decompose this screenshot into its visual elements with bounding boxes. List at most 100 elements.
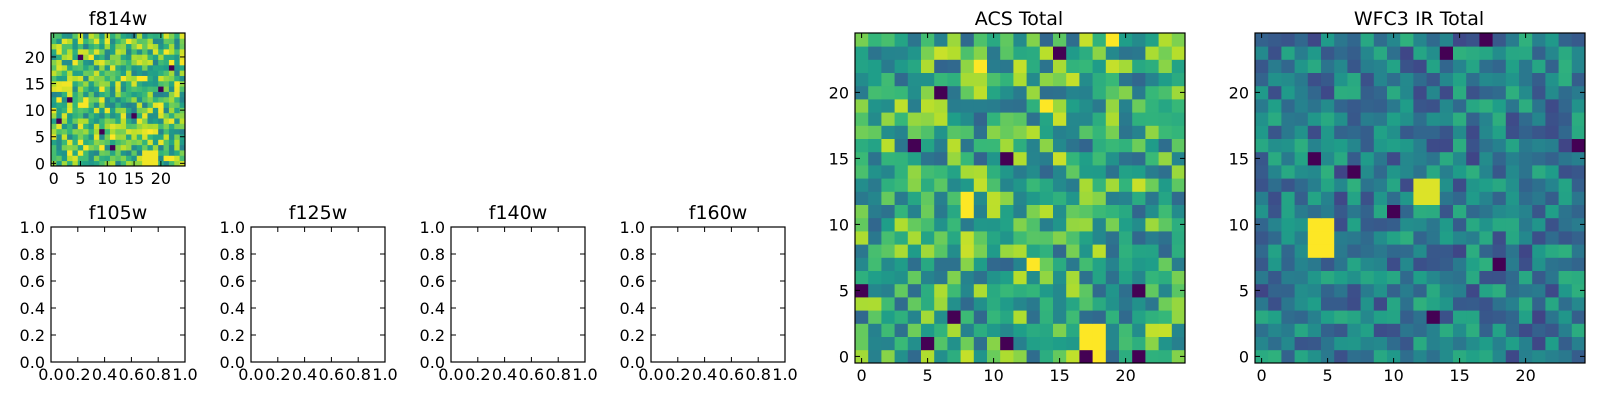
heatmap-cell [1347,283,1361,298]
heatmap-cell [1505,125,1520,139]
heatmap-cell [1545,72,1559,87]
heatmap-cell [1119,217,1133,232]
heatmap-cell [158,80,164,87]
heatmap-cell [881,33,895,47]
panel-f140w: f140w 0.0 0.2 0.4 0.6 0.8 1.00.00.20.40.60.81… [420,202,598,384]
heatmap-cell [894,323,909,337]
heatmap-cell [51,144,57,151]
heatmap-cell [174,160,181,167]
heatmap-cell [1505,297,1520,311]
heatmap-cell [163,150,170,156]
heatmap-cell [1571,59,1586,73]
heatmap-cell [987,297,1001,311]
heatmap-cell [1158,99,1173,113]
heatmap-cell [855,257,869,271]
heatmap-cell [120,107,127,114]
heatmap-cell [1158,165,1173,179]
heatmap-cell [1307,151,1322,166]
heatmap-cell [1053,323,1067,337]
heatmap-cell [152,139,159,146]
heatmap-cell [104,123,111,130]
heatmap-cell [67,80,73,87]
heatmap-cell [921,125,935,139]
heatmap-cell [131,38,138,45]
heatmap-cell [1373,310,1388,324]
heatmap-cell [934,125,948,139]
heatmap-cell [88,118,95,124]
heatmap-cell [56,96,63,103]
heatmap-cell [1255,165,1269,179]
heatmap-cell [947,165,961,179]
heatmap-cell [1347,270,1361,285]
heatmap-cell [136,38,143,45]
heatmap-cell [1307,85,1322,100]
heatmap-cell [1255,349,1269,364]
heatmap-cell [168,107,175,114]
heatmap-cell [894,297,909,311]
heatmap-cell [1360,244,1375,258]
heatmap-cell [131,43,138,50]
heatmap-cell [1321,59,1335,73]
heatmap-cell [1571,283,1586,298]
heatmap-cell [72,134,79,140]
heatmap-cell [1334,283,1348,298]
heatmap-cell [1519,59,1533,73]
heatmap-cell [1479,231,1493,245]
heatmap-cell [163,75,170,82]
heatmap-cell [1360,270,1375,285]
heatmap-cell [1558,46,1573,60]
x-tick-label: 15 [124,169,144,188]
heatmap-cell [1439,46,1454,60]
y-tick-label: 0.8 [420,245,445,264]
heatmap-cell [1387,270,1401,285]
heatmap-cell [1453,59,1467,73]
heatmap-cell [1387,217,1401,232]
heatmap-cell [1360,336,1375,351]
heatmap-cell [67,123,73,130]
heatmap-cell [93,107,100,114]
heatmap-cell [1105,204,1120,219]
heatmap-cell [109,75,116,82]
heatmap-cell [1466,297,1480,311]
heatmap-cell [1347,204,1361,219]
heatmap-cell [1439,125,1454,139]
x-tick-label: 5 [923,366,933,385]
heatmap-cell [1132,59,1146,73]
heatmap-cell [1373,336,1388,351]
heatmap-cell [1519,112,1533,126]
heatmap-cell [987,283,1001,298]
heatmap-cell [83,118,89,124]
heatmap-cell [1387,85,1401,100]
heatmap-cell [1158,257,1173,271]
heatmap-cell [142,150,148,156]
heatmap-cell [1119,72,1133,87]
heatmap-cell [158,59,164,66]
heatmap-cell [1466,270,1480,285]
heatmap-cell [987,191,1001,205]
heatmap-cell [1519,336,1533,351]
heatmap-cell [1466,112,1480,126]
heatmap-cell [1053,151,1067,166]
axes-frame [854,32,1186,364]
heatmap-cell [934,165,948,179]
heatmap-cell [147,91,154,98]
heatmap-cell [907,336,922,351]
heatmap-cell [147,128,154,135]
heatmap-cell [1387,59,1401,73]
heatmap-cell [1400,46,1414,60]
heatmap-cell [1558,336,1573,351]
heatmap-cell [1307,72,1322,87]
heatmap-cell [868,336,882,351]
heatmap-cell [174,64,181,71]
heatmap-cell [1268,112,1282,126]
heatmap-cell [1558,59,1573,73]
heatmap-cell [1145,72,1159,87]
heatmap-cell [158,54,164,60]
heatmap-cell [1519,165,1533,179]
heatmap-cell [67,91,73,98]
heatmap-cell [142,70,148,76]
heatmap-cell [1439,310,1454,324]
heatmap-cell [77,38,84,45]
heatmap-cell [1000,112,1014,126]
